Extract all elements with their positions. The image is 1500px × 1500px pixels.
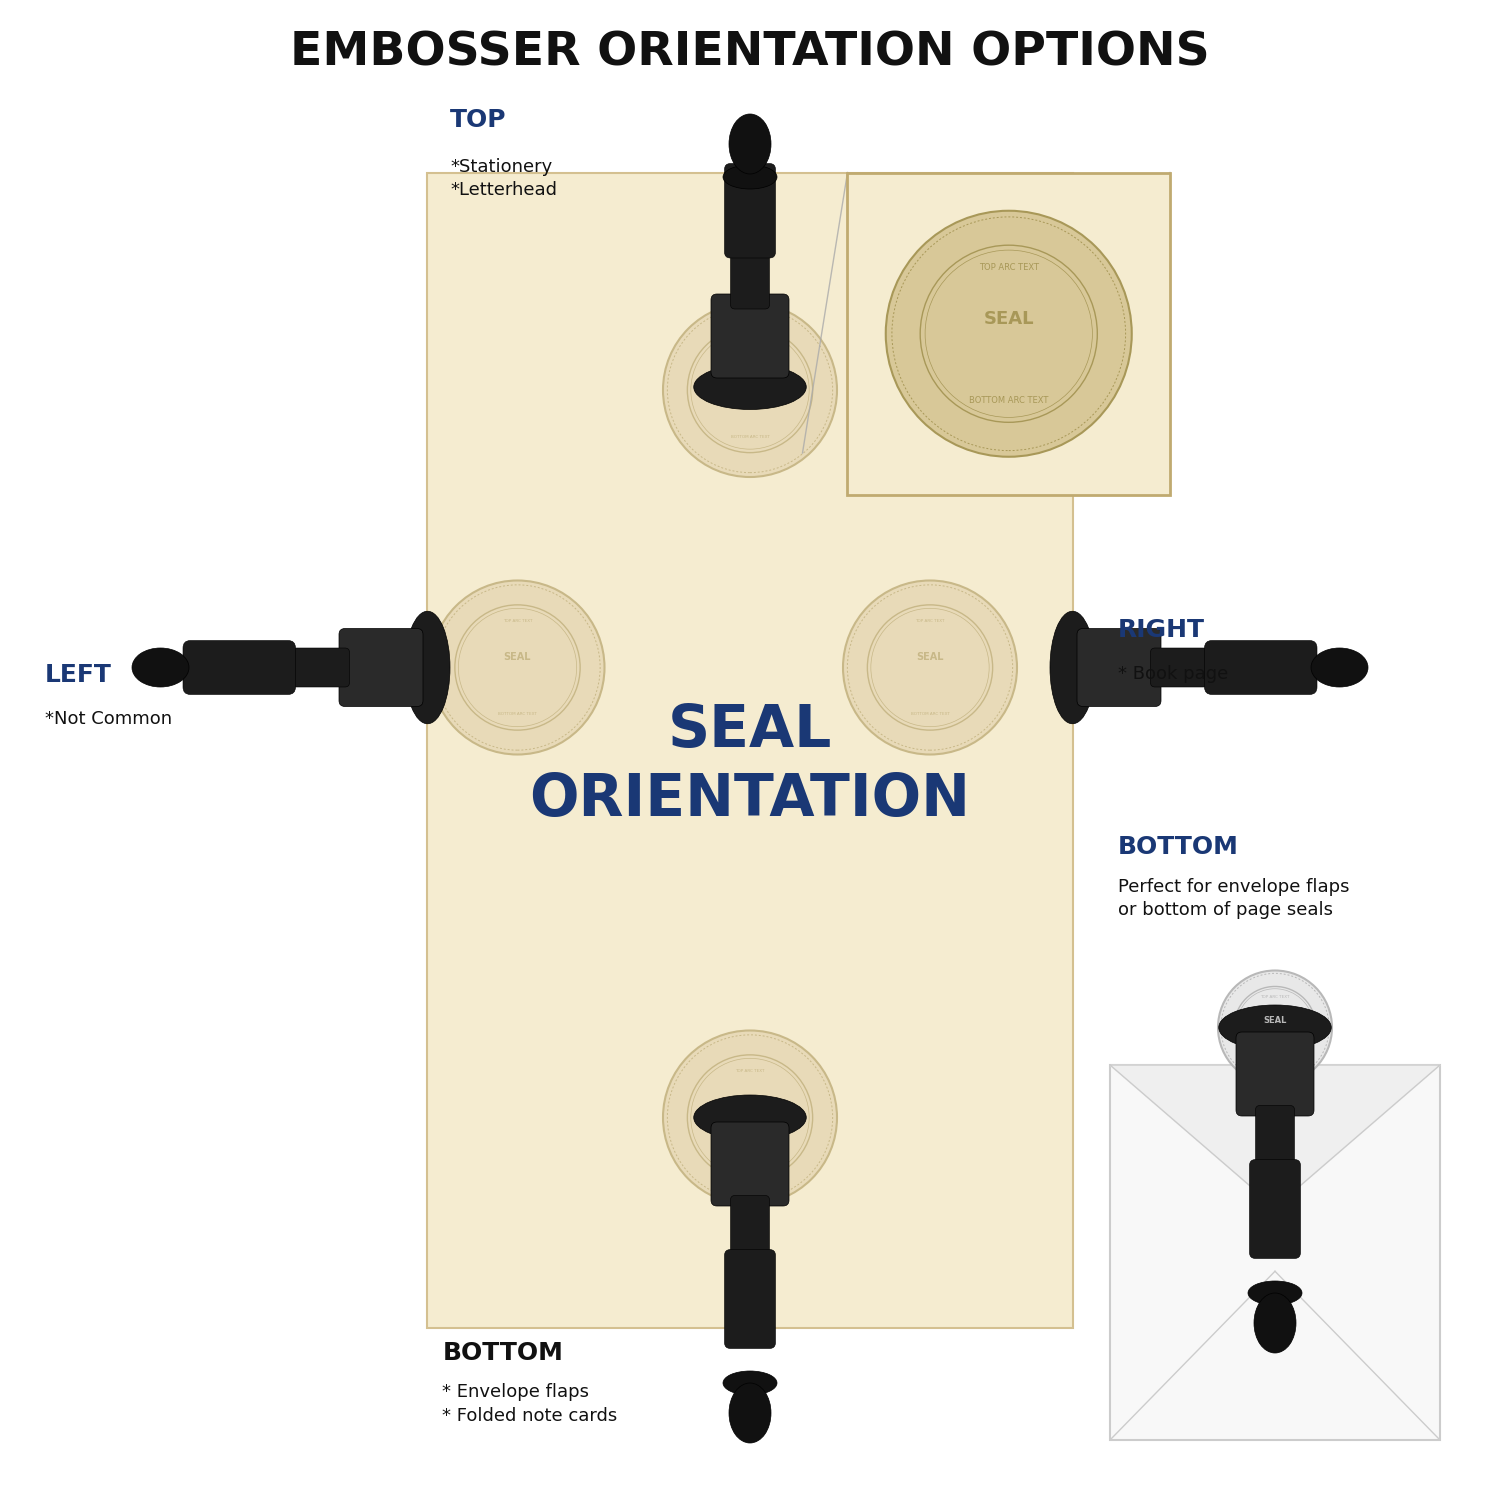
FancyBboxPatch shape (1077, 628, 1161, 706)
Ellipse shape (723, 1371, 777, 1395)
FancyBboxPatch shape (1204, 640, 1317, 694)
FancyBboxPatch shape (711, 1122, 789, 1206)
Text: TOP ARC TEXT: TOP ARC TEXT (915, 618, 945, 622)
FancyBboxPatch shape (339, 628, 423, 706)
FancyBboxPatch shape (1236, 1032, 1314, 1116)
Ellipse shape (405, 612, 450, 724)
Ellipse shape (1218, 1005, 1332, 1050)
Text: TOP ARC TEXT: TOP ARC TEXT (503, 618, 532, 622)
FancyBboxPatch shape (730, 240, 770, 309)
Text: TOP ARC TEXT: TOP ARC TEXT (735, 1068, 765, 1072)
Text: LEFT: LEFT (45, 663, 112, 687)
Polygon shape (1110, 1065, 1440, 1208)
Text: SEAL: SEAL (736, 375, 764, 384)
Ellipse shape (729, 114, 771, 174)
Ellipse shape (723, 165, 777, 189)
Text: SEAL: SEAL (736, 1102, 764, 1112)
Ellipse shape (693, 364, 807, 410)
Text: TOP ARC TEXT: TOP ARC TEXT (978, 262, 1038, 272)
Text: EMBOSSER ORIENTATION OPTIONS: EMBOSSER ORIENTATION OPTIONS (290, 30, 1210, 75)
Ellipse shape (729, 1383, 771, 1443)
Circle shape (885, 210, 1131, 456)
FancyBboxPatch shape (724, 164, 776, 258)
Text: BOTTOM ARC TEXT: BOTTOM ARC TEXT (969, 396, 1048, 405)
Text: SEAL
ORIENTATION: SEAL ORIENTATION (530, 702, 970, 828)
FancyBboxPatch shape (847, 172, 1170, 495)
FancyBboxPatch shape (1110, 1065, 1440, 1440)
Text: BOTTOM ARC TEXT: BOTTOM ARC TEXT (1256, 1056, 1294, 1060)
Text: BOTTOM ARC TEXT: BOTTOM ARC TEXT (730, 435, 770, 439)
Ellipse shape (693, 1095, 807, 1140)
Text: SEAL: SEAL (984, 310, 1033, 328)
Text: BOTTOM ARC TEXT: BOTTOM ARC TEXT (910, 712, 950, 717)
Text: SEAL: SEAL (504, 652, 531, 662)
Ellipse shape (1254, 1293, 1296, 1353)
Text: * Envelope flaps
* Folded note cards: * Envelope flaps * Folded note cards (442, 1383, 618, 1425)
Ellipse shape (1050, 612, 1095, 724)
Text: * Book page: * Book page (1118, 664, 1227, 682)
FancyBboxPatch shape (280, 648, 350, 687)
Text: BOTTOM: BOTTOM (1118, 836, 1239, 860)
FancyBboxPatch shape (1250, 1160, 1300, 1258)
Text: Perfect for envelope flaps
or bottom of page seals: Perfect for envelope flaps or bottom of … (1118, 878, 1348, 920)
FancyBboxPatch shape (730, 1196, 770, 1264)
FancyBboxPatch shape (724, 1250, 776, 1348)
Ellipse shape (1248, 1281, 1302, 1305)
Circle shape (430, 580, 604, 754)
FancyBboxPatch shape (183, 640, 296, 694)
Text: *Not Common: *Not Common (45, 710, 172, 728)
Ellipse shape (132, 648, 189, 687)
Text: BOTTOM ARC TEXT: BOTTOM ARC TEXT (730, 1162, 770, 1167)
FancyBboxPatch shape (1256, 1106, 1294, 1174)
Text: BOTTOM: BOTTOM (442, 1341, 564, 1365)
Text: SEAL: SEAL (1263, 1016, 1287, 1025)
Text: TOP ARC TEXT: TOP ARC TEXT (1260, 994, 1290, 999)
Circle shape (843, 580, 1017, 754)
Circle shape (663, 1030, 837, 1204)
FancyBboxPatch shape (1150, 648, 1220, 687)
Ellipse shape (1311, 648, 1368, 687)
Text: TOP: TOP (450, 108, 507, 132)
Text: *Stationery
*Letterhead: *Stationery *Letterhead (450, 158, 556, 200)
Circle shape (663, 303, 837, 477)
Text: TOP ARC TEXT: TOP ARC TEXT (735, 340, 765, 345)
Text: SEAL: SEAL (916, 652, 944, 662)
FancyBboxPatch shape (427, 172, 1072, 1328)
Text: BOTTOM ARC TEXT: BOTTOM ARC TEXT (498, 712, 537, 717)
Circle shape (1218, 970, 1332, 1084)
FancyBboxPatch shape (711, 294, 789, 378)
Text: RIGHT: RIGHT (1118, 618, 1204, 642)
